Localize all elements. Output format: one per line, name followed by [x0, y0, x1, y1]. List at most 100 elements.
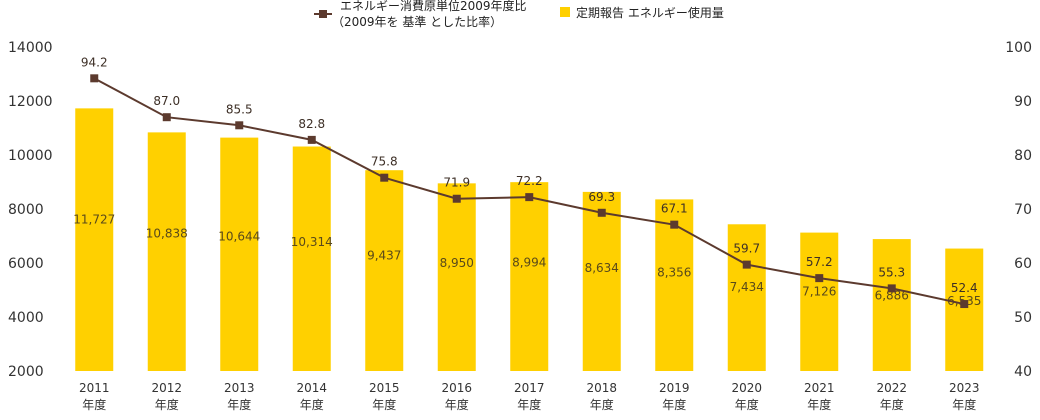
left-tick-label: 14000: [8, 40, 53, 56]
right-tick-label: 100: [1005, 40, 1032, 56]
line-data-label: 71.9: [443, 176, 470, 190]
line-point: [525, 193, 534, 202]
bar-data-label: 10,838: [146, 227, 188, 241]
line-data-label: 55.3: [878, 265, 905, 279]
category-suffix-label: 年度: [445, 397, 469, 412]
line-data-label: 57.2: [806, 255, 833, 269]
right-tick-label: 80: [1014, 148, 1032, 164]
line-point: [235, 121, 244, 130]
line-data-label: 59.7: [733, 242, 760, 256]
line-data-label: 94.2: [81, 55, 108, 69]
category-suffix-label: 年度: [590, 397, 614, 412]
left-tick-label: 12000: [8, 94, 53, 110]
bar-data-label: 8,356: [657, 265, 691, 279]
category-suffix-label: 年度: [155, 397, 179, 412]
category-suffix-label: 年度: [372, 397, 396, 412]
category-label: 2017: [514, 381, 545, 395]
bar: [582, 191, 621, 371]
bar-data-label: 7,434: [730, 280, 764, 294]
bar: [147, 132, 186, 371]
line-point: [960, 300, 969, 309]
bar: [800, 232, 839, 371]
right-tick-label: 70: [1014, 202, 1032, 218]
legend-bar-label: 定期報告 エネルギー使用量: [576, 5, 724, 20]
line-data-label: 75.8: [371, 155, 398, 169]
right-tick-label: 60: [1014, 256, 1032, 272]
bar: [220, 137, 259, 371]
line-data-label: 87.0: [153, 94, 180, 108]
bar: [437, 183, 476, 371]
bar-series: [75, 108, 984, 371]
line-series: [90, 74, 969, 309]
category-suffix-label: 年度: [880, 397, 904, 412]
legend-marker-swatch: [319, 10, 327, 18]
line-data-label: 72.2: [516, 174, 543, 188]
category-suffix-label: 年度: [227, 397, 251, 412]
category-label: 2013: [224, 381, 255, 395]
legend-item-bar: 定期報告 エネルギー使用量: [560, 5, 724, 20]
bar: [292, 146, 331, 371]
bar-data-label: 8,634: [585, 261, 619, 275]
category-suffix-label: 年度: [735, 397, 759, 412]
bar-data-label: 10,314: [291, 235, 333, 249]
left-tick-label: 4000: [8, 310, 44, 326]
line-point: [380, 173, 389, 182]
category-label: 2014: [296, 381, 327, 395]
bar: [727, 224, 766, 371]
line-point: [162, 113, 171, 122]
bar-data-label: 6,886: [875, 288, 909, 302]
category-label: 2018: [586, 381, 617, 395]
category-suffix-label: 年度: [82, 397, 106, 412]
category-label: 2021: [804, 381, 835, 395]
line-point: [452, 194, 461, 203]
line-data-label: 52.4: [951, 281, 978, 295]
category-label: 2023: [949, 381, 980, 395]
line-point: [670, 220, 679, 229]
bar-data-label: 11,727: [73, 213, 115, 227]
line-data-label: 69.3: [588, 190, 615, 204]
left-tick-label: 2000: [8, 364, 44, 380]
category-label: 2016: [441, 381, 472, 395]
line-data-label: 82.8: [298, 117, 325, 131]
right-tick-label: 50: [1014, 310, 1032, 326]
left-tick-label: 8000: [8, 202, 44, 218]
bar: [872, 239, 911, 371]
bar: [75, 108, 114, 371]
right-tick-label: 40: [1014, 364, 1032, 380]
legend: エネルギー消費原単位2009年度比 （2009年を 基準 とした比率） 定期報告…: [314, 0, 724, 29]
line-point: [742, 260, 751, 269]
category-label: 2022: [876, 381, 907, 395]
left-axis: 2000 4000 6000 8000 10000 12000 14000: [8, 40, 53, 380]
category-suffix-label: 年度: [662, 397, 686, 412]
line-point: [307, 135, 316, 144]
bar-data-label: 8,994: [512, 255, 546, 269]
legend-line-label-1: エネルギー消費原単位2009年度比: [340, 0, 527, 13]
bar-data-label: 7,126: [802, 285, 836, 299]
line-point: [815, 274, 824, 283]
legend-bar-swatch: [560, 7, 570, 17]
category-suffix-label: 年度: [517, 397, 541, 412]
line-data-label: 67.1: [661, 202, 688, 216]
bar-data-label: 8,950: [440, 256, 474, 270]
bar: [945, 248, 984, 371]
line-labels: 94.2 87.0 85.5 82.8 75.8 71.9 72.2 69.3 67.1 59.7…: [81, 55, 978, 295]
category-suffix-label: 年度: [952, 397, 976, 412]
line-point: [597, 208, 606, 217]
left-tick-label: 6000: [8, 256, 44, 272]
category-label: 2015: [369, 381, 400, 395]
line-point: [887, 284, 896, 293]
left-tick-label: 10000: [8, 148, 53, 164]
category-suffix-label: 年度: [807, 397, 831, 412]
bar: [365, 170, 404, 371]
category-label: 2019: [659, 381, 690, 395]
category-label: 2011: [79, 381, 110, 395]
bar-labels: 11,727 10,838 10,644 10,314 9,437 8,950 8,994 8…: [73, 213, 981, 308]
right-tick-label: 90: [1014, 94, 1032, 110]
line-data-label: 85.5: [226, 102, 253, 116]
legend-item-line: エネルギー消費原単位2009年度比 （2009年を 基準 とした比率）: [314, 0, 527, 29]
right-axis: 40 50 60 70 80 90 100: [1005, 40, 1032, 380]
category-label: 2012: [151, 381, 182, 395]
line-point: [90, 74, 99, 83]
category-axis: 2011 年度 2012 年度 2013 年度 2014 年度 2015 年度 2016 年度 2017…: [79, 381, 980, 412]
